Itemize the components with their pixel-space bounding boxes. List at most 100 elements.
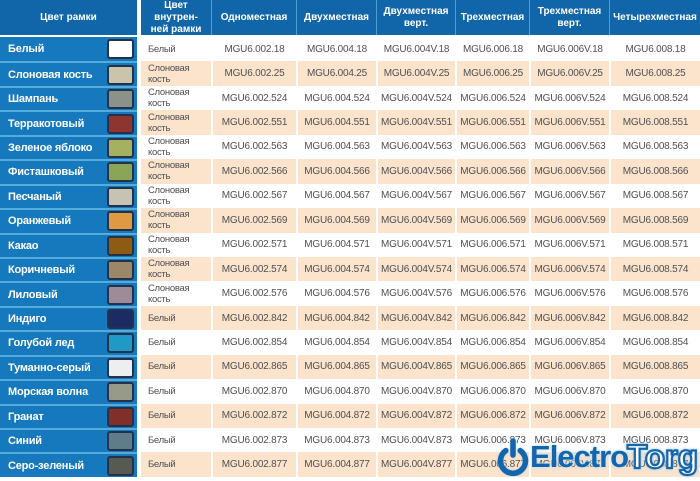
product-code: MGU6.002.566	[211, 159, 296, 184]
product-code: MGU6.004.574	[296, 256, 376, 282]
product-code: MGU6.008.574	[609, 256, 700, 282]
product-code: MGU6.002.865	[211, 354, 296, 380]
product-code: MGU6.006.574	[455, 256, 529, 282]
inner-frame-color: Белый	[137, 37, 211, 62]
column-header-4: Двухместная верт.	[376, 0, 455, 35]
product-code: MGU6.008.566	[609, 159, 700, 184]
product-code: MGU6.006.524	[455, 85, 529, 111]
color-swatch	[107, 89, 134, 110]
inner-frame-color: Слоновая кость	[137, 61, 211, 86]
table-row: Голубой лед Белый MGU6.002.854 MGU6.004.854…	[0, 330, 700, 355]
product-code: MGU6.002.567	[211, 183, 296, 209]
frame-color-cell: Фисташковый	[0, 159, 137, 184]
product-code: MGU6.002.571	[211, 232, 296, 257]
product-code: MGU6.006V.569	[529, 208, 609, 233]
table-header-row: Цвет рамки Цвет внутрен- ней рамки Одномес…	[0, 0, 700, 37]
frame-color-label: Туманно-серый	[8, 361, 91, 374]
product-code: MGU6.002.25	[211, 61, 296, 86]
color-swatch	[107, 186, 134, 207]
electrotorg-watermark: Electro Torg	[497, 434, 699, 480]
product-code: MGU6.002.18	[211, 37, 296, 62]
inner-frame-color: Белый	[137, 354, 211, 380]
frame-color-label: Серо-зеленый	[8, 459, 84, 472]
frame-color-label: Оранжевый	[8, 215, 71, 228]
inner-frame-color: Слоновая кость	[137, 134, 211, 160]
product-code: MGU6.004.563	[296, 134, 376, 160]
product-code: MGU6.006.571	[455, 232, 529, 257]
product-code: MGU6.002.870	[211, 379, 296, 404]
product-code: MGU6.008.563	[609, 134, 700, 160]
frame-color-label: Шампань	[8, 93, 59, 106]
inner-frame-color: Слоновая кость	[137, 183, 211, 209]
frame-color-cell: Коричневый	[0, 256, 137, 282]
product-code: MGU6.002.551	[211, 110, 296, 135]
inner-frame-color: Слоновая кость	[137, 232, 211, 257]
product-code: MGU6.006V.571	[529, 232, 609, 257]
table-row: Шампань Слоновая кость MGU6.002.524 MGU6.00…	[0, 85, 700, 111]
frame-color-label: Слоновая кость	[8, 68, 93, 81]
column-header-6: Трехместная верт.	[529, 0, 609, 35]
product-code: MGU6.004.567	[296, 183, 376, 209]
product-code: MGU6.004.569	[296, 208, 376, 233]
product-code: MGU6.004.877	[296, 452, 376, 477]
frame-color-cell: Лиловый	[0, 281, 137, 306]
product-code: MGU6.006.873	[455, 428, 529, 453]
table-row: Серо-зеленый Белый MGU6.002.877 MGU6.004.87…	[0, 452, 700, 477]
product-code: MGU6.004.842	[296, 305, 376, 331]
product-code: MGU6.004.524	[296, 85, 376, 111]
color-swatch	[107, 309, 134, 330]
inner-frame-color: Слоновая кость	[137, 281, 211, 306]
frame-color-label: Синий	[8, 435, 42, 448]
product-code: MGU6.006V.870	[529, 379, 609, 404]
inner-frame-color: Белый	[137, 403, 211, 428]
table-row: Терракотовый Слоновая кость MGU6.002.551 MG…	[0, 110, 700, 135]
product-code: MGU6.004V.571	[376, 232, 455, 257]
frame-color-cell: Какао	[0, 232, 137, 257]
product-code: MGU6.006.854	[455, 330, 529, 355]
product-code: MGU6.006V.25	[529, 61, 609, 86]
frame-color-label: Зеленое яблоко	[8, 141, 93, 154]
frame-color-label: Какао	[8, 239, 39, 252]
color-swatch	[107, 406, 134, 427]
table-row: Синий Белый MGU6.002.873 MGU6.004.873 MGU6.0…	[0, 428, 700, 453]
product-code: MGU6.006.551	[455, 110, 529, 135]
frame-color-label: Фисташковый	[8, 166, 84, 179]
inner-frame-color: Слоновая кость	[137, 110, 211, 135]
product-code: MGU6.006.576	[455, 281, 529, 306]
inner-frame-color: Белый	[137, 330, 211, 355]
column-header-1: Цвет внутрен- ней рамки	[137, 0, 211, 35]
product-code: MGU6.004V.25	[376, 61, 455, 86]
table-row: Гранат Белый MGU6.002.872 MGU6.004.872 MGU6.…	[0, 403, 700, 428]
product-code: MGU6.006V.873	[529, 428, 609, 453]
product-code: MGU6.006V.563	[529, 134, 609, 160]
column-header-3: Двухместная	[296, 0, 376, 35]
table-row: Фисташковый Слоновая кость MGU6.002.566 MGU…	[0, 159, 700, 184]
product-code: MGU6.002.524	[211, 85, 296, 111]
color-swatch	[107, 39, 134, 60]
frame-color-cell: Оранжевый	[0, 208, 137, 233]
frame-color-cell: Белый	[0, 37, 137, 62]
color-swatch	[107, 455, 134, 476]
product-code: MGU6.004V.569	[376, 208, 455, 233]
inner-frame-color: Слоновая кость	[137, 256, 211, 282]
product-code: MGU6.004V.551	[376, 110, 455, 135]
product-code: MGU6.004V.524	[376, 85, 455, 111]
color-swatch	[107, 382, 134, 403]
product-code: MGU6.008.854	[609, 330, 700, 355]
product-code: MGU6.006V.574	[529, 256, 609, 282]
product-code: MGU6.004V.870	[376, 379, 455, 404]
product-code: MGU6.002.569	[211, 208, 296, 233]
table-row: Морская волна Белый MGU6.002.870 MGU6.004.8…	[0, 379, 700, 404]
watermark-text-electro: Electro	[530, 439, 629, 474]
color-swatch	[107, 260, 134, 281]
frame-color-label: Гранат	[8, 410, 44, 423]
product-code: MGU6.006.865	[455, 354, 529, 380]
product-code: MGU6.004.18	[296, 37, 376, 62]
product-code: MGU6.008.873	[609, 428, 700, 453]
product-code: MGU6.002.854	[211, 330, 296, 355]
table-row: Туманно-серый Белый MGU6.002.865 MGU6.004.8…	[0, 354, 700, 380]
column-header-7: Четырехместная	[609, 0, 700, 35]
product-code: MGU6.004V.566	[376, 159, 455, 184]
frame-color-cell: Морская волна	[0, 379, 137, 404]
